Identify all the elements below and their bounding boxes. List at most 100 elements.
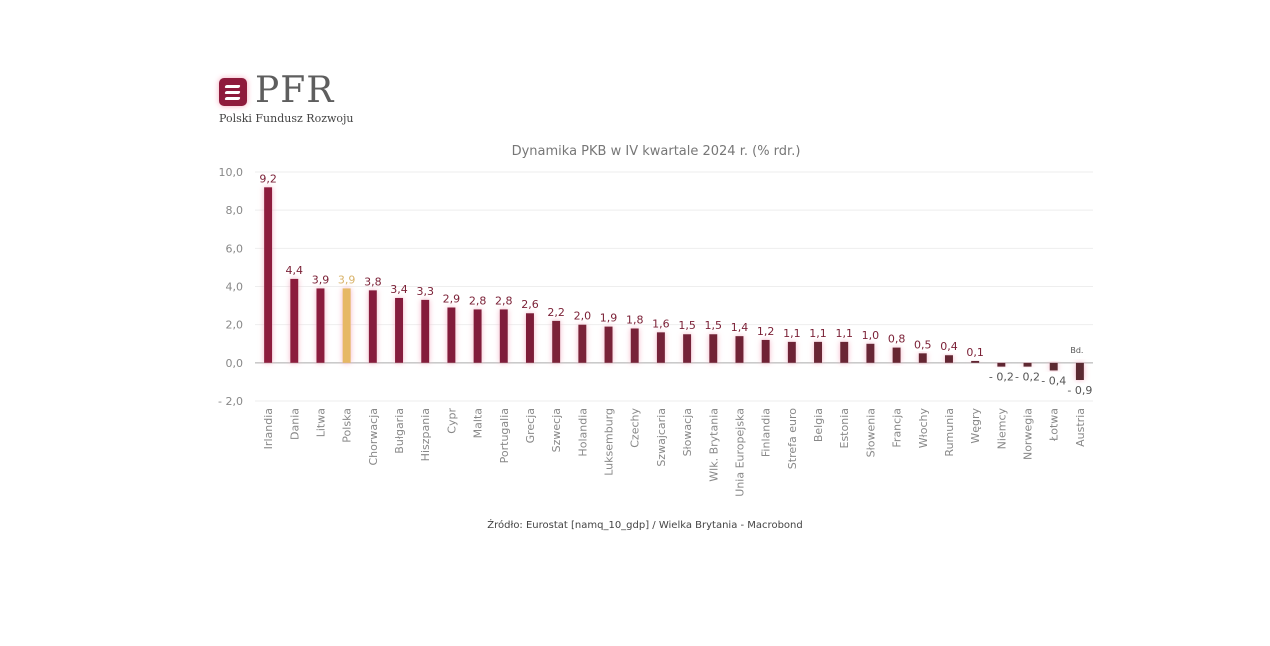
bar-Chorwacja (368, 290, 377, 363)
x-tick-label: Norwegia (1022, 408, 1035, 460)
data-label: 1,1 (783, 327, 801, 340)
data-label: - 0,2 (1015, 371, 1040, 384)
logo-name: PFR (255, 70, 335, 111)
bar-Irlandia (264, 187, 273, 363)
bar-Strefa euro (787, 341, 796, 363)
bar-Szwajcaria (656, 332, 665, 363)
x-tick-label: Unia Europejska (733, 408, 746, 497)
y-tick-label: 0,0 (226, 357, 244, 370)
x-tick-label: Cypr (445, 408, 458, 434)
data-label: 0,5 (914, 338, 932, 351)
data-label: - 0,9 (1067, 384, 1092, 397)
x-tick-label: Finlandia (760, 408, 773, 457)
data-label: 3,3 (416, 285, 434, 298)
x-tick-label: Węgry (969, 408, 982, 444)
bar-Rumunia (944, 355, 953, 363)
x-tick-label: Litwa (314, 408, 327, 437)
data-label: 3,8 (364, 275, 382, 288)
y-tick-label: 8,0 (226, 204, 244, 217)
x-tick-label: Austria (1074, 408, 1087, 447)
bar-Grecja (525, 313, 534, 363)
x-tick-label: Irlandia (262, 408, 275, 449)
data-label: 2,9 (443, 292, 461, 305)
bar-Austria (1075, 362, 1084, 381)
logo-subtitle: Polski Fundusz Rozwoju (219, 112, 354, 125)
bar-Dania (290, 278, 299, 363)
pfr-logo-icon (219, 78, 247, 106)
bar-Słowenia (866, 343, 875, 363)
data-label: 1,0 (862, 329, 880, 342)
bar-Belgia (814, 341, 823, 363)
y-tick-label: - 2,0 (218, 395, 243, 408)
x-tick-label: Szwajcaria (655, 408, 668, 467)
x-tick-label: Estonia (838, 408, 851, 449)
data-label: 3,9 (312, 273, 330, 286)
y-tick-label: 2,0 (226, 319, 244, 332)
data-label: 1,9 (600, 312, 618, 325)
bar-Estonia (840, 341, 849, 363)
x-tick-label: Malta (472, 408, 485, 438)
data-label: - 0,4 (1041, 374, 1066, 387)
data-label: 0,4 (940, 340, 958, 353)
data-label: 1,5 (678, 319, 696, 332)
data-label: 1,5 (705, 319, 723, 332)
x-tick-label: Niemcy (995, 408, 1008, 450)
bar-Norwegia (1023, 362, 1032, 367)
bar-Węgry (971, 360, 980, 363)
bar-Finlandia (761, 339, 770, 363)
data-label: 4,4 (286, 264, 304, 277)
data-label: - 0,2 (989, 371, 1014, 384)
data-label: 9,2 (259, 172, 277, 185)
y-tick-label: 4,0 (226, 281, 244, 294)
bar-Czechy (630, 328, 639, 363)
bar-Wlk. Brytania (709, 334, 718, 363)
data-label: 1,2 (757, 325, 775, 338)
x-tick-label: Bułgaria (393, 408, 406, 454)
data-label: 0,1 (966, 346, 984, 359)
x-tick-label: Szwecja (550, 408, 563, 452)
bar-Luksemburg (604, 326, 613, 363)
bar-Cypr (447, 307, 456, 363)
data-label: 2,2 (547, 306, 565, 319)
x-tick-label: Wlk. Brytania (707, 408, 720, 482)
chart-title: Dynamika PKB w IV kwartale 2024 r. (% rd… (512, 144, 801, 159)
data-label: 1,6 (652, 317, 670, 330)
bar-Niemcy (997, 362, 1006, 367)
data-label: 2,6 (521, 298, 539, 311)
data-label: 1,1 (835, 327, 853, 340)
x-tick-label: Dania (288, 408, 301, 440)
x-tick-label: Rumunia (943, 408, 956, 457)
x-tick-label: Łotwa (1048, 408, 1061, 442)
data-label: 1,8 (626, 313, 644, 326)
bar-Polska (342, 288, 351, 363)
bar-Unia Europejska (735, 336, 744, 363)
bar-Słowacja (683, 334, 692, 363)
data-label: 1,1 (809, 327, 827, 340)
x-tick-label: Francja (891, 408, 904, 448)
data-label: 2,8 (469, 294, 487, 307)
x-tick-label: Włochy (917, 408, 930, 449)
bar-Portugalia (499, 309, 508, 363)
x-tick-label: Słowacja (681, 408, 694, 456)
bar-Łotwa (1049, 362, 1058, 371)
data-label: 3,4 (390, 283, 408, 296)
bar-Bułgaria (395, 297, 404, 363)
x-tick-label: Belgia (812, 408, 825, 442)
bar-Holandia (578, 324, 587, 363)
y-tick-label: 6,0 (226, 242, 244, 255)
data-label: 3,9 (338, 273, 356, 286)
x-tick-label: Chorwacja (367, 408, 380, 466)
x-tick-label: Portugalia (498, 408, 511, 463)
annotation-bd: Bd. (1070, 346, 1083, 355)
x-tick-label: Czechy (629, 408, 642, 448)
x-tick-label: Grecja (524, 408, 537, 443)
source-note: Źródło: Eurostat [namq_10_gdp] / Wielka … (487, 520, 803, 531)
x-tick-label: Holandia (576, 408, 589, 457)
bar-Szwecja (552, 320, 561, 363)
bar-Włochy (918, 353, 927, 363)
x-tick-label: Polska (341, 408, 354, 443)
bar-Francja (892, 347, 901, 363)
bar-Malta (473, 309, 482, 363)
x-tick-label: Luksemburg (603, 408, 616, 476)
bar-Litwa (316, 288, 325, 363)
